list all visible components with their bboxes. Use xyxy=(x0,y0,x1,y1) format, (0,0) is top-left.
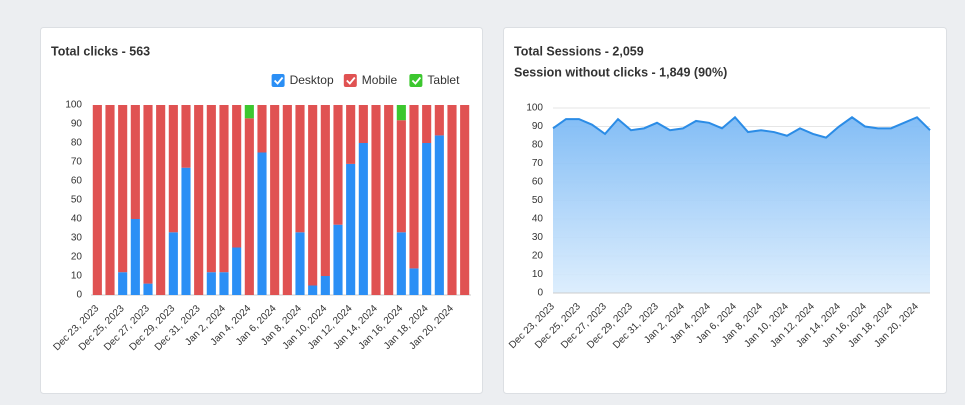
y-tick-label: 90 xyxy=(532,121,544,132)
y-tick-label: 20 xyxy=(71,252,83,263)
bar-segment xyxy=(396,105,406,121)
bar-segment xyxy=(219,272,229,295)
bar-segment xyxy=(371,105,381,295)
y-tick-label: 50 xyxy=(532,195,544,206)
check-icon xyxy=(411,76,422,85)
bar-segment xyxy=(346,105,356,164)
bar-segment xyxy=(232,105,242,248)
bar-segment xyxy=(206,272,216,295)
bar-segment xyxy=(168,105,178,233)
bar-segment xyxy=(295,105,305,233)
bar-segment xyxy=(358,143,368,295)
y-tick-label: 100 xyxy=(526,103,543,114)
line xyxy=(552,115,931,139)
chart-subtitle: Session without clicks - 1,849 (90%) xyxy=(514,65,727,79)
y-tick-label: 80 xyxy=(71,138,83,149)
legend-item[interactable]: Tablet xyxy=(409,73,460,87)
bar-segment xyxy=(396,232,406,295)
bar-segment xyxy=(282,105,292,295)
bar-segment xyxy=(320,276,330,295)
bar-segment xyxy=(118,105,128,273)
y-tick-label: 90 xyxy=(71,119,83,130)
bar-segment xyxy=(181,167,191,295)
y-tick-label: 10 xyxy=(71,271,83,282)
bar-segment xyxy=(333,224,343,295)
bar-segment xyxy=(156,105,166,295)
y-tick-label: 30 xyxy=(71,233,83,244)
bar-segment xyxy=(422,105,432,143)
bar-segment xyxy=(92,105,102,295)
area xyxy=(553,117,930,293)
legend-label: Desktop xyxy=(290,73,334,87)
bar-segment xyxy=(308,285,318,295)
bar-segment xyxy=(105,105,115,295)
bar-segment xyxy=(206,105,216,273)
bar-segment xyxy=(118,272,128,295)
bar-segment xyxy=(346,163,356,295)
bar-segment xyxy=(270,105,280,295)
check-icon xyxy=(273,76,284,85)
bar-segment xyxy=(447,105,457,295)
bar-segment xyxy=(396,120,406,233)
bar-segment xyxy=(409,268,419,295)
bar-segment xyxy=(257,152,267,295)
bar-segment xyxy=(143,105,153,284)
y-tick-label: 80 xyxy=(532,140,544,151)
bar-segment xyxy=(219,105,229,273)
legend-checkbox[interactable] xyxy=(271,74,285,87)
y-tick-label: 20 xyxy=(532,251,544,262)
y-tick-label: 60 xyxy=(71,176,83,187)
bar-segment xyxy=(320,105,330,276)
bar-segment xyxy=(130,105,140,219)
bar-segment xyxy=(409,105,419,269)
bar-segment xyxy=(384,105,394,295)
y-tick-label: 60 xyxy=(532,177,544,188)
y-tick-label: 40 xyxy=(532,214,544,225)
bar-segment xyxy=(358,105,368,143)
chart-title: Total clicks - 563 xyxy=(51,44,150,58)
bar-segment xyxy=(434,135,444,295)
bar-segment xyxy=(434,105,444,136)
y-tick-label: 50 xyxy=(71,195,83,206)
check-icon xyxy=(346,76,356,85)
y-tick-label: 10 xyxy=(532,269,544,280)
bar-segment xyxy=(333,105,343,225)
y-tick-label: 70 xyxy=(532,158,544,169)
bar-segment xyxy=(194,105,204,295)
y-tick-label: 0 xyxy=(76,290,82,301)
bar-segment xyxy=(244,118,254,295)
bar-segment xyxy=(143,283,153,295)
bar-segment xyxy=(460,105,470,295)
bar-segment xyxy=(244,105,254,119)
legend-label: Tablet xyxy=(427,73,460,87)
legend-item[interactable]: Desktop xyxy=(271,73,334,87)
bar-segment xyxy=(257,105,267,153)
legend-checkbox[interactable] xyxy=(409,74,423,87)
legend-item[interactable]: Mobile xyxy=(343,73,398,87)
bar-segment xyxy=(130,219,140,295)
y-tick-label: 100 xyxy=(65,100,82,111)
y-tick-label: 40 xyxy=(71,214,83,225)
bar-segment xyxy=(422,143,432,295)
y-tick-label: 30 xyxy=(532,232,544,243)
bar-segment xyxy=(295,232,305,295)
y-tick-label: 0 xyxy=(537,288,543,299)
y-tick-label: 70 xyxy=(71,157,83,168)
legend-checkbox[interactable] xyxy=(343,74,357,87)
bar-segment xyxy=(168,232,178,295)
legend-label: Mobile xyxy=(362,73,398,87)
bar-segment xyxy=(232,247,242,295)
bar-segment xyxy=(308,105,318,286)
bar-segment xyxy=(181,105,191,168)
chart-title: Total Sessions - 2,059 xyxy=(514,44,644,58)
